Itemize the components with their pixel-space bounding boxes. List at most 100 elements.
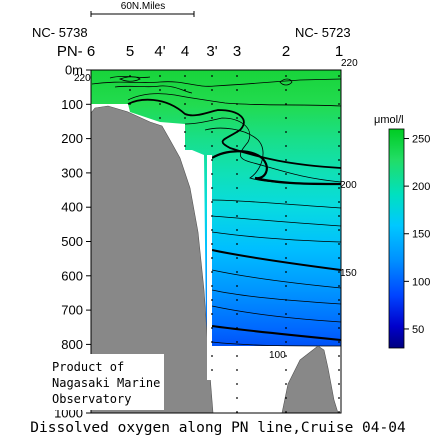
sample-dot	[211, 145, 213, 147]
sample-dot	[285, 187, 287, 189]
sample-dot	[285, 397, 287, 399]
sample-dot	[211, 257, 213, 259]
sample-dot	[211, 201, 213, 203]
station-label: 4'	[154, 43, 165, 60]
sample-dot	[236, 229, 238, 231]
colorbar-unit: μmol/l	[374, 114, 404, 126]
station-label: PN- 6	[57, 43, 95, 60]
contour-line	[211, 305, 341, 323]
sample-dot	[236, 257, 238, 259]
sample-dot	[285, 103, 287, 105]
sample-dot	[338, 299, 340, 301]
station-3-prime-bar	[207, 155, 212, 380]
y-tick-label: 600	[61, 268, 83, 283]
sample-dot	[338, 411, 340, 413]
sample-dot	[236, 159, 238, 161]
sample-dot	[184, 131, 186, 133]
sample-dot	[211, 271, 213, 273]
sample-dot	[236, 145, 238, 147]
sample-dot	[236, 173, 238, 175]
colorbar-tick-label: 150	[412, 229, 430, 241]
sample-dot	[285, 271, 287, 273]
sample-dot	[338, 285, 340, 287]
sample-dot	[211, 187, 213, 189]
sample-dot	[285, 215, 287, 217]
colorbar: μmol/l 250 200 150 100 50	[374, 114, 430, 349]
station-end-label-left: NC- 5738	[32, 25, 88, 40]
station-label: 3'	[206, 43, 217, 60]
contour-label: 220	[341, 58, 358, 69]
colorbar-tick-label: 100	[412, 276, 430, 288]
y-tick-label: 700	[61, 303, 83, 318]
contour-line	[211, 341, 341, 347]
sample-dot	[285, 117, 287, 119]
sample-dot	[236, 117, 238, 119]
sample-dot	[184, 75, 186, 77]
sample-dot	[211, 327, 213, 329]
colorbar-tick-label: 200	[412, 181, 430, 193]
colorbar-ticks: 250 200 150 100 50	[404, 134, 430, 336]
y-tick-label: 100	[61, 97, 83, 112]
sample-dot	[211, 355, 213, 357]
sample-dot	[236, 243, 238, 245]
station-label: 2	[282, 43, 290, 60]
contour-line	[211, 269, 341, 289]
sample-dot	[338, 271, 340, 273]
sample-dot	[211, 341, 213, 343]
contour-line	[211, 231, 341, 243]
sample-dot	[129, 103, 131, 105]
sample-dot	[211, 215, 213, 217]
sample-dot	[236, 383, 238, 385]
plot-area	[90, 69, 342, 414]
sample-dot	[236, 271, 238, 273]
sample-dot	[236, 75, 238, 77]
sample-dot	[236, 355, 238, 357]
station-labels: PN- 6 5 4' 4 3' 3 2 1	[57, 43, 343, 60]
seamount	[281, 345, 339, 414]
sample-dot	[285, 411, 287, 413]
y-tick-label: 800	[61, 337, 83, 352]
sample-dot	[338, 257, 340, 259]
contour-line	[114, 85, 193, 94]
contour-label: 100	[269, 350, 286, 361]
sample-dot	[211, 103, 213, 105]
sample-dot	[338, 131, 340, 133]
sample-dot	[338, 201, 340, 203]
sample-dot	[129, 89, 131, 91]
credit-line: Observatory	[52, 392, 131, 406]
sample-dots	[129, 75, 340, 413]
sample-dot	[211, 243, 213, 245]
sample-dot	[338, 313, 340, 315]
sample-dot	[211, 285, 213, 287]
sample-dot	[285, 369, 287, 371]
sample-dot	[285, 341, 287, 343]
contour-lines	[91, 76, 341, 347]
sample-dot	[236, 285, 238, 287]
sample-dot	[285, 159, 287, 161]
sample-dot	[285, 131, 287, 133]
credit-line: Nagasaki Marine	[52, 376, 160, 390]
sample-dot	[236, 201, 238, 203]
contour-line	[279, 78, 293, 86]
scale-bar-label: 60N.Miles	[121, 1, 165, 12]
sample-dot	[159, 117, 161, 119]
sample-dot	[211, 75, 213, 77]
sample-dot	[211, 131, 213, 133]
sample-dot	[211, 229, 213, 231]
sample-dot	[236, 103, 238, 105]
contour-label: 200	[340, 180, 357, 191]
sample-dot	[211, 299, 213, 301]
credit-line: Product of	[52, 360, 124, 374]
station-end-label-right: NC- 5723	[295, 25, 351, 40]
sample-dot	[285, 145, 287, 147]
sample-dot	[285, 299, 287, 301]
sample-dot	[159, 75, 161, 77]
sample-dot	[236, 369, 238, 371]
credit-background	[44, 354, 164, 410]
sample-dot	[338, 215, 340, 217]
chart-title: Dissolved oxygen along PN line,Cruise 04…	[30, 420, 406, 436]
y-tick-label: 300	[61, 165, 83, 180]
contour-label: 220	[74, 73, 91, 84]
contour-line	[211, 289, 341, 305]
